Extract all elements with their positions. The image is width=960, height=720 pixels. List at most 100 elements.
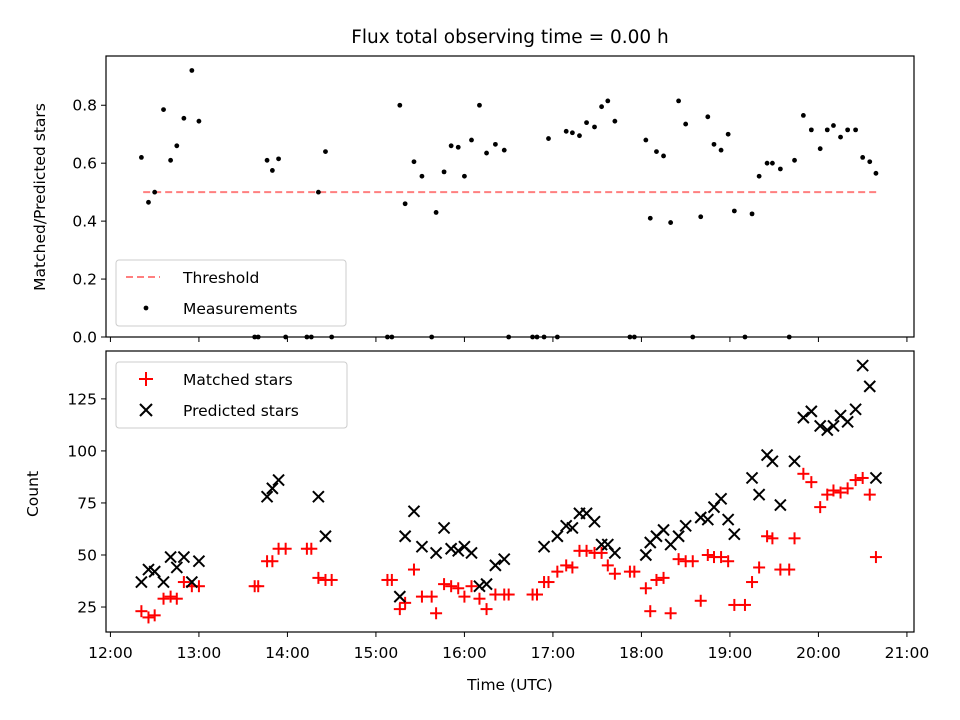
matched-star-point — [164, 590, 177, 603]
measurement-point — [584, 120, 589, 126]
predicted-star-point — [813, 419, 827, 433]
predicted-star-point — [429, 546, 443, 560]
measurement-point — [397, 102, 403, 108]
chart-title: Flux total observing time = 0.00 h — [351, 27, 669, 48]
predicted-star-point — [170, 561, 184, 574]
measurement-point — [676, 98, 681, 104]
measurement-point — [718, 147, 724, 153]
measurement-points — [138, 68, 879, 340]
predicted-star-point — [721, 513, 735, 526]
matched-star-point — [580, 544, 593, 557]
measurement-point — [777, 166, 783, 172]
measurement-point — [492, 141, 498, 147]
measurement-point — [168, 157, 174, 163]
x-tick-label: 16:00 — [442, 644, 487, 662]
matched-star-point — [608, 567, 621, 580]
predicted-star-point — [157, 575, 170, 589]
matched-star-point — [672, 553, 685, 566]
measurement-point — [599, 104, 604, 110]
matched-star-point — [805, 476, 818, 489]
matched-star-point — [746, 576, 759, 589]
measurement-point — [817, 146, 823, 152]
predicted-star-point — [841, 415, 854, 428]
measurement-point — [824, 127, 830, 133]
matched-star-point — [869, 551, 882, 564]
matched-star-point — [728, 598, 741, 611]
predicted-star-point — [266, 482, 279, 495]
legend-matched-swatch — [139, 372, 153, 386]
measurement-point — [411, 159, 417, 165]
top-legend: Threshold Measurements — [115, 259, 347, 327]
predicted-star-point — [480, 577, 493, 591]
matched-star-point — [856, 471, 869, 484]
measurement-point — [161, 107, 166, 112]
bottom-y-tick-label: 125 — [67, 390, 97, 408]
measurement-point — [764, 160, 770, 166]
matched-star-point — [701, 548, 714, 561]
bottom-x-ticks: 12:00 13:00 14:00 15:00 16:00 17:00 18:00 19:00… — [88, 632, 929, 662]
bottom-legend-box — [115, 361, 348, 429]
matched-star-point — [560, 559, 573, 572]
matched-star-point — [445, 580, 458, 593]
measurement-point — [698, 214, 704, 220]
matched-star-point — [177, 576, 190, 589]
matched-star-point — [788, 532, 801, 545]
predicted-star-point — [272, 473, 285, 487]
predicted-star-point — [398, 530, 412, 543]
predicted-star-point — [164, 550, 177, 564]
bottom-y-axis-label: Count — [24, 471, 42, 517]
measurement-point — [756, 173, 762, 179]
measurement-point — [477, 102, 482, 108]
predicted-star-point — [639, 548, 653, 562]
predicted-star-point — [714, 492, 728, 505]
matched-star-point — [438, 578, 451, 591]
top-y-axis-label: Matched/Predicted stars — [31, 103, 49, 291]
matched-star-point — [595, 546, 608, 559]
predicted-star-point — [393, 590, 407, 603]
measurement-point — [592, 124, 597, 130]
measurement-point — [455, 144, 461, 150]
predicted-star-point — [551, 530, 564, 543]
matched-star-point — [841, 482, 854, 495]
top-axes-frame — [105, 55, 915, 338]
predicted-star-point — [415, 540, 429, 553]
measurement-point — [276, 156, 281, 162]
matched-star-point — [425, 590, 438, 603]
predicted-star-point — [192, 555, 206, 568]
measurement-point — [705, 114, 711, 120]
predicted-star-point — [537, 540, 551, 553]
matched-star-point — [170, 592, 183, 605]
measurement-point — [873, 170, 879, 176]
matched-star-point — [305, 542, 318, 555]
predicted-star-point — [185, 575, 199, 589]
measurement-point — [269, 168, 275, 173]
matched-star-point — [393, 603, 406, 616]
top-y-tick-label: 0.8 — [72, 97, 97, 115]
measurement-point — [605, 98, 611, 104]
measurement-point — [731, 208, 737, 214]
predicted-star-point — [444, 542, 458, 555]
measurement-point — [174, 143, 180, 149]
predicted-star-point — [489, 559, 502, 572]
predicted-star-point — [869, 471, 883, 485]
predicted-star-point — [863, 380, 876, 393]
x-tick-label: 18:00 — [619, 644, 664, 662]
measurement-point — [484, 150, 489, 156]
measurement-point — [711, 141, 717, 147]
predicted-star-point — [849, 403, 862, 416]
bottom-y-ticks: 25 50 75 100 125 — [67, 390, 106, 617]
measurement-point — [808, 127, 814, 133]
predicted-star-point — [588, 515, 601, 528]
measurement-point — [181, 115, 187, 121]
matched-star-point — [325, 573, 338, 586]
top-x-ticks — [109, 337, 908, 342]
matched-star-point — [458, 590, 471, 603]
measurement-point — [770, 160, 775, 166]
measurement-point — [838, 134, 843, 140]
matched-star-point — [385, 573, 398, 586]
predicted-star-point — [805, 405, 818, 418]
predicted-star-point — [312, 490, 325, 503]
predicted-star-point — [701, 513, 715, 526]
predicted-star-point — [728, 527, 741, 541]
predicted-star-point — [452, 544, 465, 558]
